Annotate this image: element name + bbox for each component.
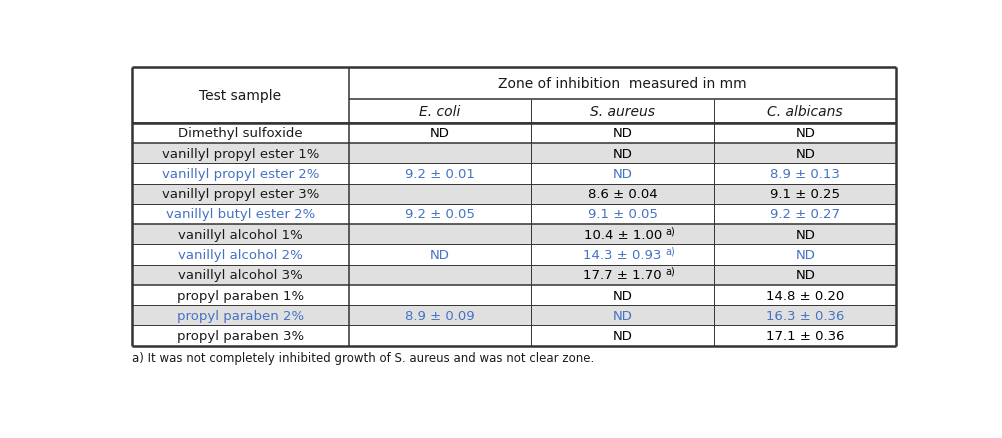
Text: propyl paraben 3%: propyl paraben 3% bbox=[176, 329, 304, 343]
Text: ND: ND bbox=[612, 127, 632, 140]
Bar bbox=[131, 225, 896, 245]
Text: 9.2 ± 0.05: 9.2 ± 0.05 bbox=[405, 208, 475, 221]
Text: ND: ND bbox=[612, 147, 632, 160]
Text: E. coli: E. coli bbox=[419, 105, 460, 119]
Text: ND: ND bbox=[795, 127, 815, 140]
Text: 9.1 ± 0.05: 9.1 ± 0.05 bbox=[587, 208, 657, 221]
Text: ND: ND bbox=[612, 309, 632, 322]
Text: ND: ND bbox=[612, 167, 632, 180]
Bar bbox=[131, 164, 896, 184]
Text: S. aureus: S. aureus bbox=[589, 105, 654, 119]
Text: a): a) bbox=[664, 266, 674, 276]
Bar bbox=[131, 100, 896, 124]
Text: vanillyl propyl ester 3%: vanillyl propyl ester 3% bbox=[161, 188, 319, 201]
Text: 9.1 ± 0.25: 9.1 ± 0.25 bbox=[770, 188, 840, 201]
Text: vanillyl propyl ester 1%: vanillyl propyl ester 1% bbox=[161, 147, 319, 160]
Text: Dimethyl sulfoxide: Dimethyl sulfoxide bbox=[177, 127, 303, 140]
Text: ND: ND bbox=[612, 289, 632, 302]
Text: 8.9 ± 0.09: 8.9 ± 0.09 bbox=[405, 309, 474, 322]
Text: Zone of inhibition  measured in mm: Zone of inhibition measured in mm bbox=[498, 77, 746, 91]
Text: vanillyl alcohol 2%: vanillyl alcohol 2% bbox=[177, 248, 303, 261]
Bar bbox=[131, 124, 896, 144]
Text: propyl paraben 2%: propyl paraben 2% bbox=[176, 309, 304, 322]
Text: ND: ND bbox=[795, 248, 815, 261]
Bar bbox=[131, 144, 896, 164]
Bar bbox=[131, 204, 896, 225]
Text: propyl paraben 1%: propyl paraben 1% bbox=[176, 289, 304, 302]
Text: ND: ND bbox=[612, 329, 632, 343]
Text: a) It was not completely inhibited growth of S. aureus and was not clear zone.: a) It was not completely inhibited growt… bbox=[131, 351, 593, 364]
Text: ND: ND bbox=[430, 248, 450, 261]
Text: ND: ND bbox=[795, 228, 815, 241]
Text: ND: ND bbox=[795, 268, 815, 282]
Text: 17.1 ± 0.36: 17.1 ± 0.36 bbox=[766, 329, 844, 343]
Text: 17.7 ± 1.70: 17.7 ± 1.70 bbox=[583, 268, 661, 282]
Bar bbox=[131, 265, 896, 285]
Text: 9.2 ± 0.27: 9.2 ± 0.27 bbox=[770, 208, 840, 221]
Bar bbox=[131, 326, 896, 346]
Text: ND: ND bbox=[795, 147, 815, 160]
Text: vanillyl propyl ester 2%: vanillyl propyl ester 2% bbox=[161, 167, 319, 180]
Bar bbox=[131, 184, 896, 204]
Text: 14.8 ± 0.20: 14.8 ± 0.20 bbox=[766, 289, 844, 302]
Bar bbox=[131, 285, 896, 306]
Text: 10.4 ± 1.00: 10.4 ± 1.00 bbox=[583, 228, 661, 241]
Bar bbox=[131, 245, 896, 265]
Text: vanillyl alcohol 3%: vanillyl alcohol 3% bbox=[177, 268, 303, 282]
Text: 14.3 ± 0.93: 14.3 ± 0.93 bbox=[583, 248, 661, 261]
Text: 9.2 ± 0.01: 9.2 ± 0.01 bbox=[405, 167, 475, 180]
Text: a): a) bbox=[664, 246, 674, 256]
Text: 16.3 ± 0.36: 16.3 ± 0.36 bbox=[766, 309, 844, 322]
Text: 8.6 ± 0.04: 8.6 ± 0.04 bbox=[587, 188, 656, 201]
Text: vanillyl butyl ester 2%: vanillyl butyl ester 2% bbox=[165, 208, 315, 221]
Text: Test sample: Test sample bbox=[199, 88, 281, 102]
Bar bbox=[131, 306, 896, 326]
Text: ND: ND bbox=[430, 127, 450, 140]
Bar bbox=[131, 68, 896, 100]
Text: a): a) bbox=[664, 226, 674, 236]
Text: vanillyl alcohol 1%: vanillyl alcohol 1% bbox=[177, 228, 303, 241]
Text: 8.9 ± 0.13: 8.9 ± 0.13 bbox=[770, 167, 840, 180]
Text: C. albicans: C. albicans bbox=[767, 105, 842, 119]
